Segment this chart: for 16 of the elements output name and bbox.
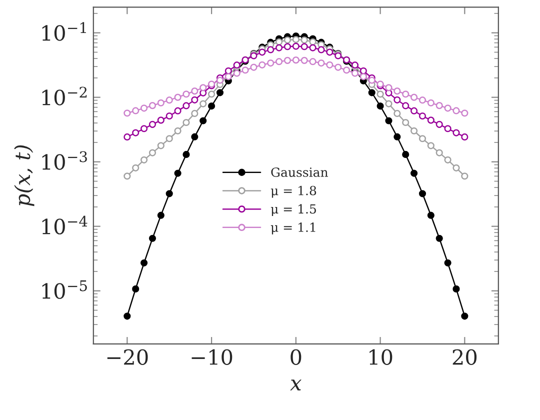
legend-label: μ = 1.8	[270, 186, 316, 198]
x-tick-label: 0	[290, 349, 302, 365]
y-tick-label: 10$^{−3}$	[42, 151, 87, 170]
y-tick-label: 10$^{−4}$	[42, 216, 88, 234]
y-tick-label: 10$^{−1}$	[42, 22, 86, 41]
y-tick-label: 10$^{−2}$	[42, 86, 87, 106]
x-axis-title: x	[290, 380, 302, 390]
y-axis-title: p(x, t)	[14, 145, 34, 206]
legend-label: Gaussian	[271, 167, 328, 177]
x-tick-label: −10	[192, 349, 232, 365]
legend-label: μ = 1.1	[270, 222, 316, 234]
x-tick-label: 10	[370, 349, 392, 365]
x-tick-label: −20	[107, 349, 148, 365]
y-tick-label: 10$^{−5}$	[42, 280, 87, 299]
x-tick-label: 20	[452, 349, 477, 365]
legend-label: μ = 1.5	[270, 204, 316, 216]
